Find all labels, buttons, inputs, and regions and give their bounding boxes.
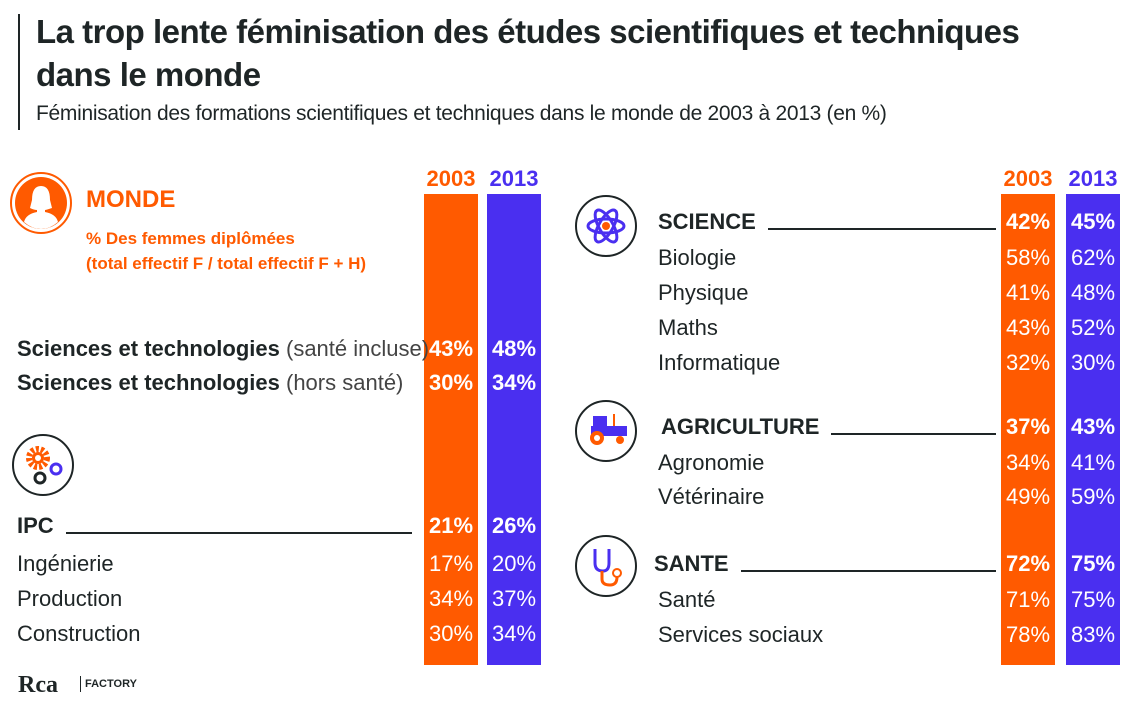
value-2013: 30% bbox=[1070, 350, 1116, 375]
value-2003: 30% bbox=[428, 621, 474, 646]
year-label-2003: 2003 bbox=[426, 166, 476, 191]
value-2013: 62% bbox=[1070, 245, 1116, 270]
page-subtitle: Féminisation des formations scientifique… bbox=[36, 102, 887, 125]
title-accent-bar bbox=[18, 14, 20, 130]
value-2013: 37% bbox=[491, 586, 537, 611]
row-label: Construction bbox=[17, 621, 141, 647]
row-label: AGRICULTURE bbox=[661, 414, 819, 440]
leader-line bbox=[768, 228, 996, 230]
value-2013: 52% bbox=[1070, 315, 1116, 340]
value-2003: 21% bbox=[428, 513, 474, 538]
bar-2013-right bbox=[1066, 194, 1120, 665]
value-2003: 78% bbox=[1005, 622, 1051, 647]
page-title: La trop lente féminisation des études sc… bbox=[36, 13, 1020, 93]
row-label: Agronomie bbox=[658, 450, 764, 476]
row-label: Services sociaux bbox=[658, 622, 823, 648]
row-label: Sciences et technologies (santé incluse) bbox=[17, 336, 429, 362]
monde-description: % Des femmes diplômées (total effectif F … bbox=[86, 229, 367, 273]
category-label: Ingénierie bbox=[17, 551, 114, 576]
category-label: Sciences et technologies bbox=[17, 370, 280, 395]
value-2003: 72% bbox=[1005, 551, 1051, 576]
value-2003: 37% bbox=[1005, 414, 1051, 439]
category-label: AGRICULTURE bbox=[661, 414, 820, 439]
value-2013: 34% bbox=[491, 621, 537, 646]
value-2013: 43% bbox=[1070, 414, 1116, 439]
value-2003: 58% bbox=[1005, 245, 1051, 270]
year-label-2013: 2013 bbox=[1068, 166, 1118, 191]
row-label: Santé bbox=[658, 587, 716, 613]
row-label: Ingénierie bbox=[17, 551, 114, 577]
year-label-2013: 2013 bbox=[489, 166, 539, 191]
monde-label: MONDE bbox=[86, 186, 176, 213]
value-2003: 17% bbox=[428, 551, 474, 576]
category-label: Physique bbox=[658, 280, 749, 305]
atom-icon bbox=[575, 195, 637, 257]
category-note: (santé incluse) bbox=[286, 336, 430, 361]
row-label: Vétérinaire bbox=[658, 484, 764, 510]
value-2003: 42% bbox=[1005, 209, 1051, 234]
tractor-icon bbox=[575, 400, 637, 462]
bar-2003-left bbox=[424, 194, 478, 665]
row-label: Biologie bbox=[658, 245, 736, 271]
category-label: Construction bbox=[17, 621, 141, 646]
leader-line bbox=[741, 570, 996, 572]
bar-2013-left bbox=[487, 194, 541, 665]
category-label: Vétérinaire bbox=[658, 484, 765, 509]
row-label: Physique bbox=[658, 280, 749, 306]
leader-line bbox=[831, 433, 996, 435]
category-label: SCIENCE bbox=[658, 209, 756, 234]
category-label: Maths bbox=[658, 315, 718, 340]
value-2003: 30% bbox=[428, 370, 474, 395]
woman-icon bbox=[10, 172, 72, 234]
value-2003: 32% bbox=[1005, 350, 1051, 375]
value-2013: 48% bbox=[491, 336, 537, 361]
year-label-2003: 2003 bbox=[1003, 166, 1053, 191]
leader-line bbox=[66, 532, 412, 534]
value-2003: 41% bbox=[1005, 280, 1051, 305]
row-label: SANTE bbox=[654, 551, 729, 577]
value-2013: 48% bbox=[1070, 280, 1116, 305]
row-label: IPC bbox=[17, 513, 54, 539]
gears-icon bbox=[12, 434, 74, 496]
value-2013: 59% bbox=[1070, 484, 1116, 509]
category-label: Santé bbox=[658, 587, 716, 612]
value-2013: 75% bbox=[1070, 551, 1116, 576]
row-label: Informatique bbox=[658, 350, 780, 376]
category-label: Biologie bbox=[658, 245, 737, 270]
value-2013: 34% bbox=[491, 370, 537, 395]
factory-label: FACTORY bbox=[80, 676, 137, 692]
value-2003: 43% bbox=[428, 336, 474, 361]
value-2013: 20% bbox=[491, 551, 537, 576]
rca-logo: Rca bbox=[18, 672, 58, 698]
bar-2003-right bbox=[1001, 194, 1055, 665]
value-2003: 34% bbox=[1005, 450, 1051, 475]
row-label: Maths bbox=[658, 315, 718, 341]
category-label: Services sociaux bbox=[658, 622, 824, 647]
value-2013: 83% bbox=[1070, 622, 1116, 647]
category-label: Sciences et technologies bbox=[17, 336, 280, 361]
category-label: Production bbox=[17, 586, 123, 611]
category-label: Agronomie bbox=[658, 450, 765, 475]
category-label: IPC bbox=[17, 513, 54, 538]
row-label: Sciences et technologies (hors santé) bbox=[17, 370, 403, 396]
category-note: (hors santé) bbox=[286, 370, 404, 395]
value-2003: 43% bbox=[1005, 315, 1051, 340]
row-label: Production bbox=[17, 586, 122, 612]
row-label: SCIENCE bbox=[658, 209, 756, 235]
value-2013: 45% bbox=[1070, 209, 1116, 234]
category-label: SANTE bbox=[654, 551, 729, 576]
value-2013: 26% bbox=[491, 513, 537, 538]
value-2003: 34% bbox=[428, 586, 474, 611]
stethoscope-icon bbox=[575, 535, 637, 597]
value-2013: 75% bbox=[1070, 587, 1116, 612]
value-2003: 49% bbox=[1005, 484, 1051, 509]
value-2013: 41% bbox=[1070, 450, 1116, 475]
category-label: Informatique bbox=[658, 350, 781, 375]
value-2003: 71% bbox=[1005, 587, 1051, 612]
